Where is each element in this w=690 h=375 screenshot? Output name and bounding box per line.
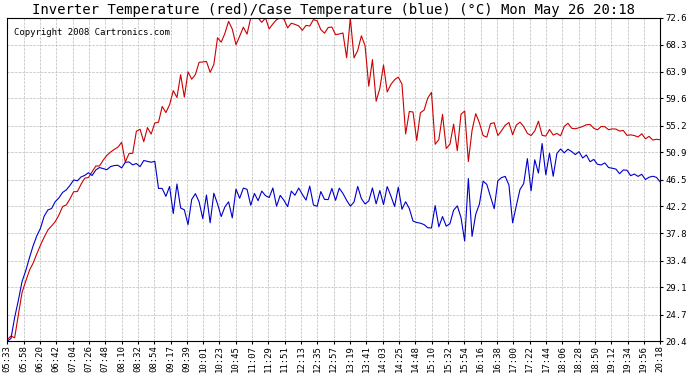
Title: Inverter Temperature (red)/Case Temperature (blue) (°C) Mon May 26 20:18: Inverter Temperature (red)/Case Temperat… [32, 3, 635, 17]
Text: Copyright 2008 Cartronics.com: Copyright 2008 Cartronics.com [14, 28, 170, 37]
